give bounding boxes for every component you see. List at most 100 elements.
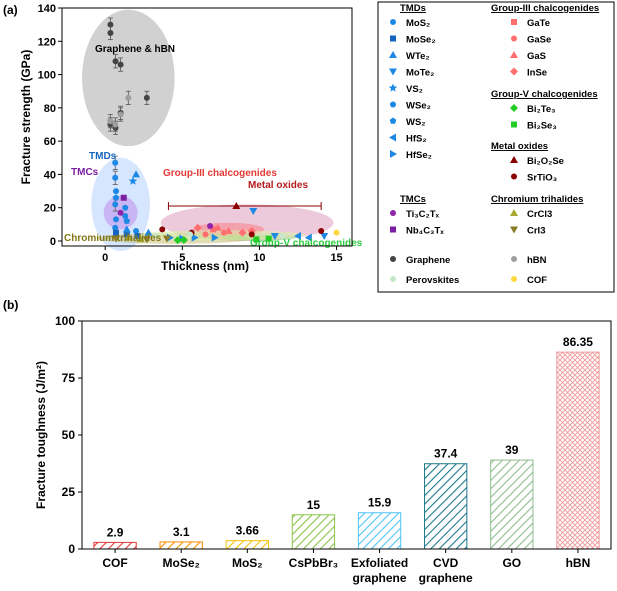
legend-entry-gas: GaS: [527, 51, 546, 62]
y-tick-label-a: 0: [50, 236, 56, 248]
point-wte2: [144, 228, 153, 236]
legend-heading-tmds: TMDs: [400, 3, 426, 14]
point-hfs2: [294, 232, 302, 241]
value-label-go: 39: [505, 443, 519, 457]
legend-entry-srtio3: SrTiO₃: [527, 173, 557, 184]
point-ws2: [123, 217, 131, 224]
category-label-hbn: hBN: [566, 556, 591, 570]
legend-entry-ti3c2tx: Ti₃C₂Tₓ: [406, 209, 440, 220]
point-bi2te3: [173, 236, 182, 245]
point-hbn: [107, 118, 114, 125]
legend-box: [377, 1, 615, 293]
category-label-cvd-graphene: graphene: [419, 571, 473, 585]
value-label-mos2: 3.66: [236, 524, 260, 538]
category-label-mose2: MoSe₂: [163, 556, 200, 570]
point-mose2: [112, 229, 119, 236]
point-gate: [210, 226, 217, 233]
legend-entry-nb4c3tx: Nb₄C₃Tₓ: [406, 226, 444, 237]
legend-marker-mote2: [389, 68, 397, 76]
y-tick-label-a: 60: [44, 136, 56, 148]
legend-marker-bi2te3: [510, 104, 518, 112]
y-tick-label-b: 25: [62, 485, 76, 499]
legend-heading-chromium-trihalides: Chromium trihalides: [491, 194, 583, 205]
category-label-cof: COF: [102, 556, 127, 570]
y-tick-label-a: 20: [44, 203, 56, 215]
region-label-graphene-hbn: Graphene & hBN: [95, 44, 175, 55]
legend-marker-graphene: [390, 256, 396, 262]
legend-entry-gase: GaSe: [527, 35, 551, 46]
legend-entry-inse: InSe: [527, 68, 547, 79]
point-wte2: [132, 170, 141, 178]
legend-marker-cri3: [510, 226, 518, 234]
point-vs2: [128, 176, 138, 185]
legend-entry-mos2: MoS₂: [406, 18, 430, 29]
legend-marker-vs2: [388, 83, 398, 92]
panel-label-a: (a): [3, 3, 18, 17]
y-tick-label-b: 75: [62, 371, 76, 385]
legend-marker-hfs2: [389, 133, 396, 142]
legend-entry-hbn: hBN: [527, 255, 547, 266]
point-hbn: [112, 121, 119, 128]
point-graphene: [112, 58, 119, 65]
bar-go: [490, 459, 534, 550]
point-nb4c3tx: [120, 194, 127, 201]
point-mote2: [270, 233, 279, 241]
fracture-strength-chart: (a) Graphene & hBN TMDs TMCs Group-III chal…: [3, 1, 615, 293]
point-mote2: [249, 208, 258, 216]
legend-marker-bi2o2se: [510, 156, 518, 163]
point-inse: [193, 223, 202, 232]
region-label-metal-oxides: Metal oxides: [248, 180, 308, 191]
legend-marker-bi2se3: [511, 121, 517, 128]
point-wse2: [122, 204, 129, 211]
point-gase: [220, 229, 227, 236]
point-gas: [213, 223, 222, 231]
point-inse: [238, 228, 247, 237]
legend-entry-graphene: Graphene: [406, 255, 450, 266]
plot-frame-a: [61, 7, 353, 247]
point-graphene: [117, 61, 124, 68]
legend-marker-mos2: [390, 19, 396, 25]
legend-marker-hfse2: [390, 150, 397, 158]
legend-entry-bi2o2se: Bi₂O₂Se: [527, 156, 564, 167]
legend-marker-gas: [510, 51, 518, 58]
legend-heading-metal-oxides: Metal oxides: [491, 141, 548, 152]
point-perovskites: [187, 231, 194, 238]
legend-entry-mose2: MoSe₂: [406, 35, 436, 46]
y-tick-label-a: 140: [38, 3, 56, 15]
point-wse2: [112, 216, 119, 223]
legend-marker-gate: [511, 19, 517, 25]
bar-exfoliated-graphene: [357, 512, 402, 550]
category-label-exfoliated-graphene: graphene: [353, 571, 407, 585]
point-gas: [224, 227, 233, 235]
y-tick-label-b: 0: [68, 542, 75, 556]
point-hfse2: [211, 233, 219, 242]
point-mos2: [112, 224, 119, 231]
point-mos2: [133, 228, 140, 235]
legend-marker-srtio3: [511, 173, 517, 180]
legend-heading-tmcs: TMCs: [400, 194, 426, 205]
legend-marker-inse: [510, 67, 518, 76]
category-label-go: GO: [502, 556, 521, 570]
legend-marker-ws2: [389, 117, 397, 124]
value-label-mose2: 3.1: [173, 525, 190, 539]
y-tick-label-a: 120: [38, 36, 56, 48]
point-graphene: [107, 29, 114, 36]
point-cri3: [111, 235, 120, 243]
y-tick-label-b: 50: [62, 428, 76, 442]
point-gase: [202, 231, 209, 238]
bar-cspbbr3: [291, 514, 336, 550]
category-label-cspbbr3: CsPbBr₃: [289, 556, 339, 570]
point-cri3: [162, 235, 171, 243]
legend-entry-cri3: CrI3: [527, 226, 545, 237]
point-hbn: [125, 94, 132, 101]
legend-marker-mose2: [390, 35, 396, 42]
point-graphene: [143, 94, 150, 101]
value-label-cvd-graphene: 37.4: [434, 447, 458, 461]
value-label-exfoliated-graphene: 15.9: [368, 496, 392, 510]
x-tick-label-a: 5: [179, 252, 185, 264]
point-wte2: [122, 225, 131, 233]
x-error-bar: [167, 202, 322, 211]
point-crcl3: [124, 233, 133, 241]
panel-label-b: (b): [3, 300, 18, 312]
legend-entry-wte2: WTe₂: [406, 51, 430, 62]
